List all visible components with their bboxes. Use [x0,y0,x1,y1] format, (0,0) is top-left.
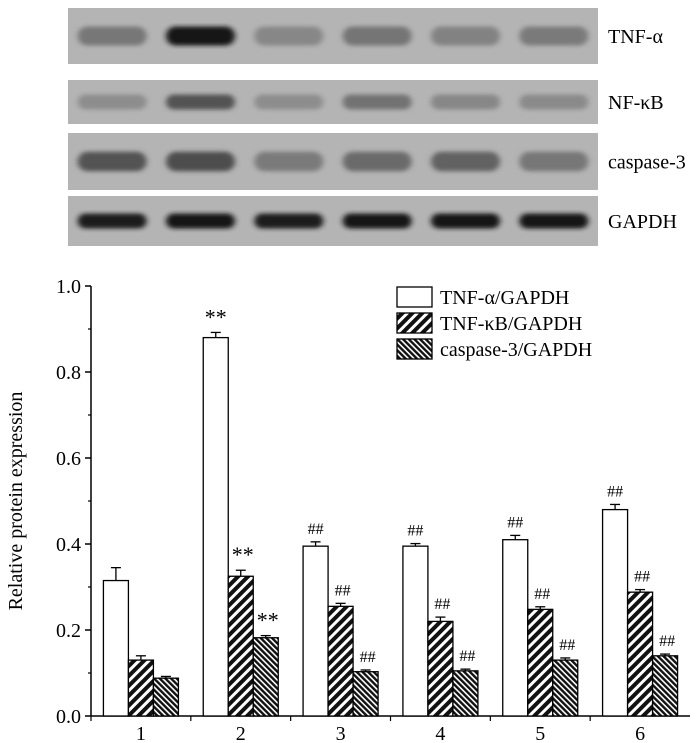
blot-band [431,151,500,172]
significance-marker: ## [459,648,475,665]
blot-band [519,26,589,46]
blot-band [77,94,147,110]
blot-band [519,151,589,172]
bar-hatch-dense [352,671,379,717]
legend: TNF-α/GAPDH TNF-κB/GAPDH caspase-3/GAPDH [396,286,592,361]
bar-white [102,579,130,717]
significance-marker: ## [659,633,675,650]
bar-hatch-dense [152,677,180,717]
blot-strip [68,8,598,64]
y-tick-label: 0.2 [56,620,81,642]
blot-row: NF-κB [68,80,664,124]
significance-marker: ## [607,483,623,500]
bar-hatch [327,605,354,717]
x-tick-label: 5 [535,723,545,743]
blot-band [254,94,324,110]
blot-strip [68,133,598,190]
y-tick-label: 0.0 [56,706,81,728]
blot-band [519,213,589,229]
blot-strip-shade [68,196,598,246]
legend-swatch-hatch-dense [396,338,433,360]
blot-row: GAPDH [68,196,677,246]
bar-hatch-dense [452,670,479,717]
bar-hatch [127,659,155,717]
blot-band [431,26,500,46]
bar-hatch [626,591,654,717]
bar-hatch-dense [252,637,279,717]
significance-marker: ## [534,586,550,603]
legend-label: TNF-α/GAPDH [440,287,569,309]
bar-white [202,336,229,717]
significance-marker: ## [434,596,450,613]
bar-white [601,508,629,717]
x-tick-label: 2 [236,723,246,743]
blot-band [254,151,324,172]
legend-swatch-hatch [396,312,433,334]
x-tick-label: 6 [635,723,645,743]
blot-strip-shade [68,8,598,64]
blot-band [77,213,147,229]
y-tick-label: 1.0 [56,276,81,298]
bar-white [502,539,529,717]
significance-marker: ## [634,569,650,586]
blot-band [519,94,589,110]
blot-band [166,151,235,172]
significance-marker: ## [407,523,423,540]
blot-row-label: GAPDH [608,211,677,233]
bar-white [302,545,329,717]
y-tick-label: 0.8 [56,362,81,384]
significance-marker: ** [257,608,279,633]
y-tick-label: 0.4 [56,534,81,556]
x-tick-label: 3 [336,723,346,743]
blot-band [166,213,235,229]
bar-chart: 0.0 0.2 0.4 0.6 0.8 1.0 Relative protein expre… [5,276,690,743]
significance-marker: ## [360,649,376,666]
blot-row-label: TNF-α [608,26,663,48]
blot-strip [68,196,598,246]
blot-strip-shade [68,133,598,190]
blot-strip [68,80,598,124]
blot-band [342,94,412,110]
significance-marker: ** [232,542,254,567]
blot-band [77,26,147,46]
significance-marker: ## [507,514,523,531]
blot-strip-shade [68,80,598,124]
legend-swatch-white [396,286,433,308]
blot-band [166,94,235,110]
blot-row-label: NF-κB [608,92,664,114]
bar-white [402,545,429,717]
blot-band [342,151,412,172]
blot-band [254,213,324,229]
y-axis-label: Relative protein expression [5,392,27,611]
bar-hatch [527,608,554,717]
legend-label: caspase-3/GAPDH [440,339,592,361]
blot-row: TNF-α [68,8,663,64]
blot-band [342,26,412,46]
blot-band [77,151,147,172]
significance-marker: ## [559,637,575,654]
significance-marker: ** [205,304,227,329]
blot-band [342,213,412,229]
bar-hatch [227,575,254,717]
blot-row: caspase-3 [68,133,686,190]
bar-hatch [427,620,454,717]
y-tick-label: 0.6 [56,448,81,470]
significance-marker: ## [335,582,351,599]
blot-band [166,26,235,46]
blot-row-label: caspase-3 [608,152,686,174]
blot-band [431,213,500,229]
significance-marker: ## [308,521,324,538]
bar-hatch-dense [651,655,679,717]
x-tick-label: 4 [435,723,445,743]
legend-label: TNF-κB/GAPDH [440,313,582,335]
bar-hatch-dense [552,659,579,717]
blot-band [254,26,324,46]
x-tick-label: 1 [136,723,146,743]
blot-band [431,94,500,110]
